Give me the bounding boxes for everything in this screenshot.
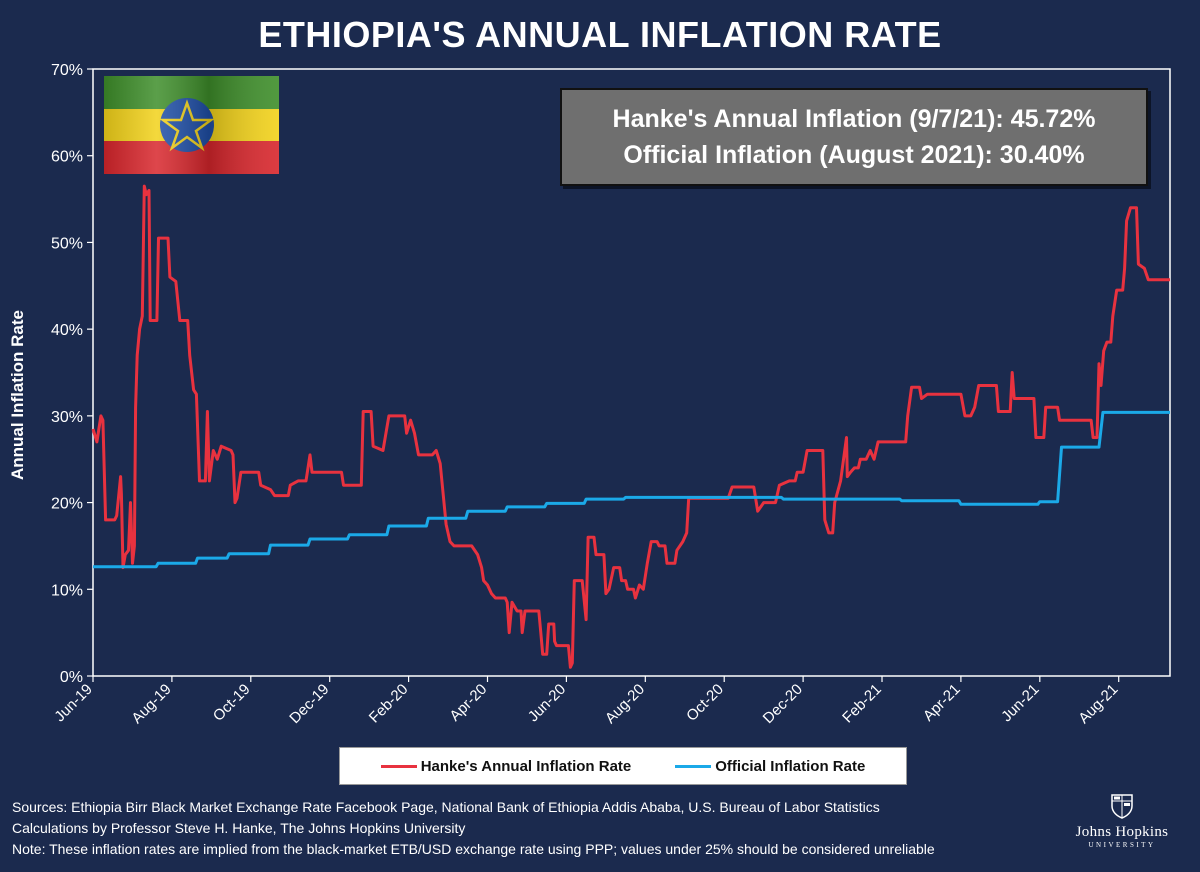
x-tick-label: Aug-19 [129,681,175,727]
legend-item-hanke: Hanke's Annual Inflation Rate [380,757,632,775]
legend-label-official: Official Inflation Rate [715,757,866,775]
x-tick-label: Oct-19 [210,681,254,725]
x-tick-label: Dec-20 [760,681,806,727]
x-tick-label: Jun-19 [51,681,95,725]
y-tick-label: 60% [51,149,83,166]
legend-item-official: Official Inflation Rate [675,758,865,775]
x-tick-label: Feb-20 [366,681,412,727]
y-tick-label: 40% [51,322,83,339]
y-tick-label: 10% [51,582,83,599]
x-tick-label: Jun-21 [998,681,1042,725]
jhu-logo-subtitle: UNIVERSITY [1088,841,1156,849]
x-tick-label: Feb-21 [839,681,885,727]
x-tick-label: Oct-20 [683,681,727,725]
inflation-summary-box: Hanke's Annual Inflation (9/7/21): 45.72… [560,88,1148,186]
plot-frame [92,68,1171,677]
y-tick-label: 30% [51,409,83,426]
x-tick-label: Aug-21 [1075,681,1121,727]
sources-line: Sources: Ethiopia Birr Black Market Exch… [12,799,880,815]
hanke-inflation-summary: Hanke's Annual Inflation (9/7/21): 45.72… [612,105,1096,133]
x-tick-label: Jun-20 [525,681,569,725]
legend-swatch-hanke [380,764,417,768]
y-tick-label: 70% [51,62,83,79]
legend-swatch-official [675,764,712,768]
official-inflation-line [93,410,1170,569]
x-tick-label: Apr-20 [446,681,490,725]
official-inflation-summary: Official Inflation (August 2021): 30.40% [623,141,1085,169]
y-tick-label: 50% [51,235,83,252]
y-tick-label: 20% [51,496,83,513]
x-tick-label: Aug-20 [602,681,648,727]
x-tick-label: Apr-21 [920,681,964,725]
y-axis-label: Annual Inflation Rate [8,310,27,480]
jhu-logo: Johns Hopkins UNIVERSITY [1064,793,1180,849]
jhu-shield-icon [1111,794,1133,819]
note-line: Note: These inflation rates are implied … [12,841,935,857]
ethiopia-flag-icon [104,76,279,174]
calculations-line: Calculations by Professor Steve H. Hanke… [12,820,466,836]
sources-note: Sources: Ethiopia Birr Black Market Exch… [12,797,1072,860]
legend-label-hanke: Hanke's Annual Inflation Rate [420,757,632,775]
chart-title: ETHIOPIA'S ANNUAL INFLATION RATE [258,14,942,55]
chart-legend: Hanke's Annual Inflation Rate Official I… [339,747,907,785]
hanke-inflation-line [91,184,1170,669]
x-tick-label: Dec-19 [286,681,332,727]
jhu-logo-name: Johns Hopkins [1075,824,1169,840]
y-tick-label: 0% [60,669,83,686]
